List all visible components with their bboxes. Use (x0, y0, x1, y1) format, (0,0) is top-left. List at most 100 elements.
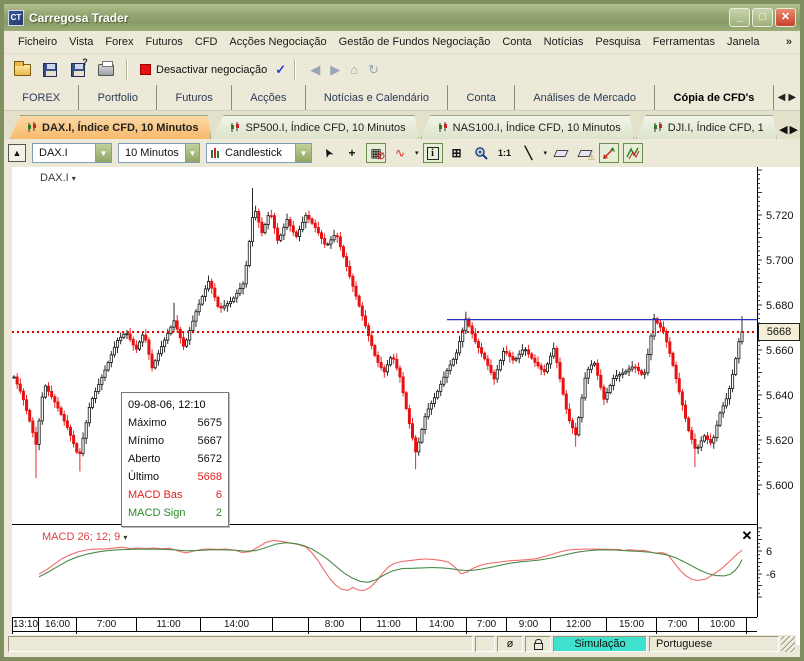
printer-icon (98, 60, 114, 76)
module-tab-bar: FOREX Portfolio Futuros Acções Notícias e Ca… (4, 85, 800, 111)
chart-tab-label: DJI.I, Índice CFD, 1 (667, 121, 764, 134)
title-bar[interactable]: CT Carregosa Trader _ □ ✕ (4, 4, 800, 31)
trade-arrows-tool[interactable] (599, 143, 620, 163)
time-axis-cell: 7:00 (466, 618, 506, 631)
save-button[interactable] (38, 58, 62, 82)
last-price-badge: 5668 (758, 323, 800, 341)
macd-close-button[interactable]: ✕ (741, 528, 753, 543)
menu-item-accoes-negociacao[interactable]: Acções Negociação (229, 36, 327, 48)
symbol-select[interactable]: DAX.I ▼ (32, 143, 112, 163)
chart-tab-sp500-i[interactable]: SP500.I, Índice CFD, 10 Minutos (213, 115, 418, 139)
save-icon (43, 62, 57, 77)
tab-portfolio[interactable]: Portfolio (79, 85, 158, 110)
menu-item-vista[interactable]: Vista (69, 36, 94, 48)
tab-forex[interactable]: FOREX (4, 85, 80, 110)
tab-futuros[interactable]: Futuros (157, 85, 233, 110)
interval-select[interactable]: 10 Minutos ▼ (118, 143, 200, 163)
macd-legend[interactable]: MACD 26; 12; 9 ▾ (42, 531, 128, 543)
chart-tab-scroll-left[interactable]: ◀ (779, 124, 788, 136)
svg-text:5.640: 5.640 (766, 390, 794, 402)
zoom-tool[interactable] (471, 143, 491, 163)
tab-analises-de-mercado[interactable]: Análises de Mercado (515, 85, 656, 110)
tooltip-value: 5675 (197, 417, 222, 429)
chart-region[interactable]: 5.720 5.700 5.680 5.660 5.640 5.620 5.600 6 -6 … (12, 167, 800, 645)
price-pane[interactable]: 5.720 5.700 5.680 5.660 5.640 5.620 5.600 (12, 167, 800, 525)
time-axis-cell: 8:00 (308, 618, 360, 631)
back-button[interactable]: ◀ (310, 61, 321, 77)
chevron-down-icon[interactable]: ▼ (184, 144, 199, 162)
tooltip-row-ultimo: Último 5668 (128, 468, 222, 486)
chart-tab-nas100-i[interactable]: NAS100.I, Índice CFD, 10 Minutos (421, 115, 634, 139)
time-axis-cell (272, 618, 308, 631)
maximize-button[interactable]: □ (752, 8, 773, 27)
chart-type-select[interactable]: Candlestick ▼ (206, 143, 312, 163)
menu-item-gestao-de-fundos-negociacao[interactable]: Gestão de Fundos Negociação (338, 36, 491, 48)
chevron-down-icon[interactable]: ▾ (543, 150, 548, 157)
toolbar-separator (294, 58, 297, 81)
chart-symbol-label[interactable]: DAX.I ▾ (40, 172, 76, 184)
eraser-tool[interactable] (551, 143, 571, 163)
menu-overflow-chevron[interactable]: » (785, 36, 792, 48)
macd-line-macd (38, 539, 743, 592)
minimize-button[interactable]: _ (729, 8, 750, 27)
menu-item-conta[interactable]: Conta (502, 36, 532, 48)
tooltip-label: MACD Bas (128, 489, 183, 501)
macd-pane[interactable]: 6 -6 (12, 525, 800, 617)
print-button[interactable] (94, 58, 118, 82)
confirm-check-icon[interactable]: ✓ (275, 61, 287, 77)
crosshair-tool[interactable]: + (348, 146, 356, 160)
svg-text:5.720: 5.720 (766, 210, 794, 222)
chevron-down-icon[interactable]: ▼ (295, 144, 311, 162)
chart-tab-scroll-right[interactable]: ▶ (789, 124, 798, 136)
delete-drawings-tool[interactable]: ⚠ (575, 143, 595, 163)
chart-tab-dji-i[interactable]: DJI.I, Índice CFD, 1 (636, 115, 777, 139)
one-to-one-tool[interactable]: 1:1 (498, 148, 512, 158)
chart-toolbar: ▲ DAX.I ▼ 10 Minutos ▼ Candlestick ▼ ➤ + ▦… (4, 139, 800, 167)
tab-scroll-left[interactable]: ◀ (777, 92, 786, 103)
unlock-icon[interactable] (525, 636, 551, 652)
macd-line-signal (38, 542, 743, 583)
tooltip-value: 5672 (197, 453, 222, 465)
tab-noticias-e-calendario[interactable]: Notícias e Calendário (306, 85, 449, 110)
chevron-down-icon[interactable]: ▼ (95, 144, 111, 162)
zigzag-tool[interactable] (623, 143, 644, 163)
menu-item-cfd[interactable]: CFD (194, 36, 218, 48)
app-icon: CT (8, 9, 24, 26)
menu-item-forex[interactable]: Forex (105, 36, 134, 48)
save-as-button[interactable]: ? (66, 57, 90, 82)
close-button[interactable]: ✕ (775, 8, 796, 27)
info-toggle[interactable]: i (422, 143, 443, 163)
disable-trading-toggle[interactable]: Desactivar negociação (136, 62, 271, 78)
menu-item-futuros[interactable]: Futuros (145, 36, 183, 48)
status-message-area (8, 636, 473, 652)
grid-toggle[interactable]: ▦ ∅ (366, 143, 386, 163)
pointer-tool[interactable]: ➤ (319, 145, 337, 161)
resize-grip[interactable] (781, 636, 795, 652)
trading-status-icon (140, 64, 151, 75)
time-axis-cell: 12:00 (550, 618, 606, 631)
forward-button[interactable]: ▶ (330, 61, 341, 77)
tab-copia-de-cfd-s[interactable]: Cópia de CFD's (655, 85, 774, 110)
chart-tab-dax-i[interactable]: DAX.I, Índice CFD, 10 Minutos (10, 115, 211, 139)
refresh-button[interactable]: ↻ (368, 61, 379, 77)
chevron-down-icon[interactable]: ▾ (415, 150, 419, 157)
chart-tab-bar: DAX.I, Índice CFD, 10 Minutos SP500.I, Ín… (4, 111, 800, 139)
open-button[interactable] (10, 58, 34, 82)
add-pane-tool[interactable]: ⊞ (451, 146, 462, 160)
indicator-tool[interactable]: ∿ (394, 146, 406, 160)
language-indicator[interactable]: Portuguese (649, 636, 779, 652)
connection-icon[interactable]: ø (497, 636, 523, 652)
menu-item-ficheiro[interactable]: Ficheiro (18, 36, 58, 48)
menu-item-pesquisa[interactable]: Pesquisa (595, 36, 641, 48)
line-draw-tool[interactable]: ╲ (524, 146, 533, 160)
tab-conta[interactable]: Conta (448, 85, 516, 110)
tab-scroll-right[interactable]: ▶ (788, 92, 797, 103)
tab-accoes[interactable]: Acções (232, 85, 306, 110)
menu-item-janela[interactable]: Janela (727, 36, 760, 48)
collapse-panel-button[interactable]: ▲ (8, 144, 26, 162)
menu-item-ferramentas[interactable]: Ferramentas (652, 36, 716, 48)
home-button[interactable]: ⌂ (350, 61, 359, 77)
menu-item-noticias[interactable]: Notícias (543, 36, 584, 48)
tooltip-row-aberto: Aberto 5672 (128, 450, 222, 468)
